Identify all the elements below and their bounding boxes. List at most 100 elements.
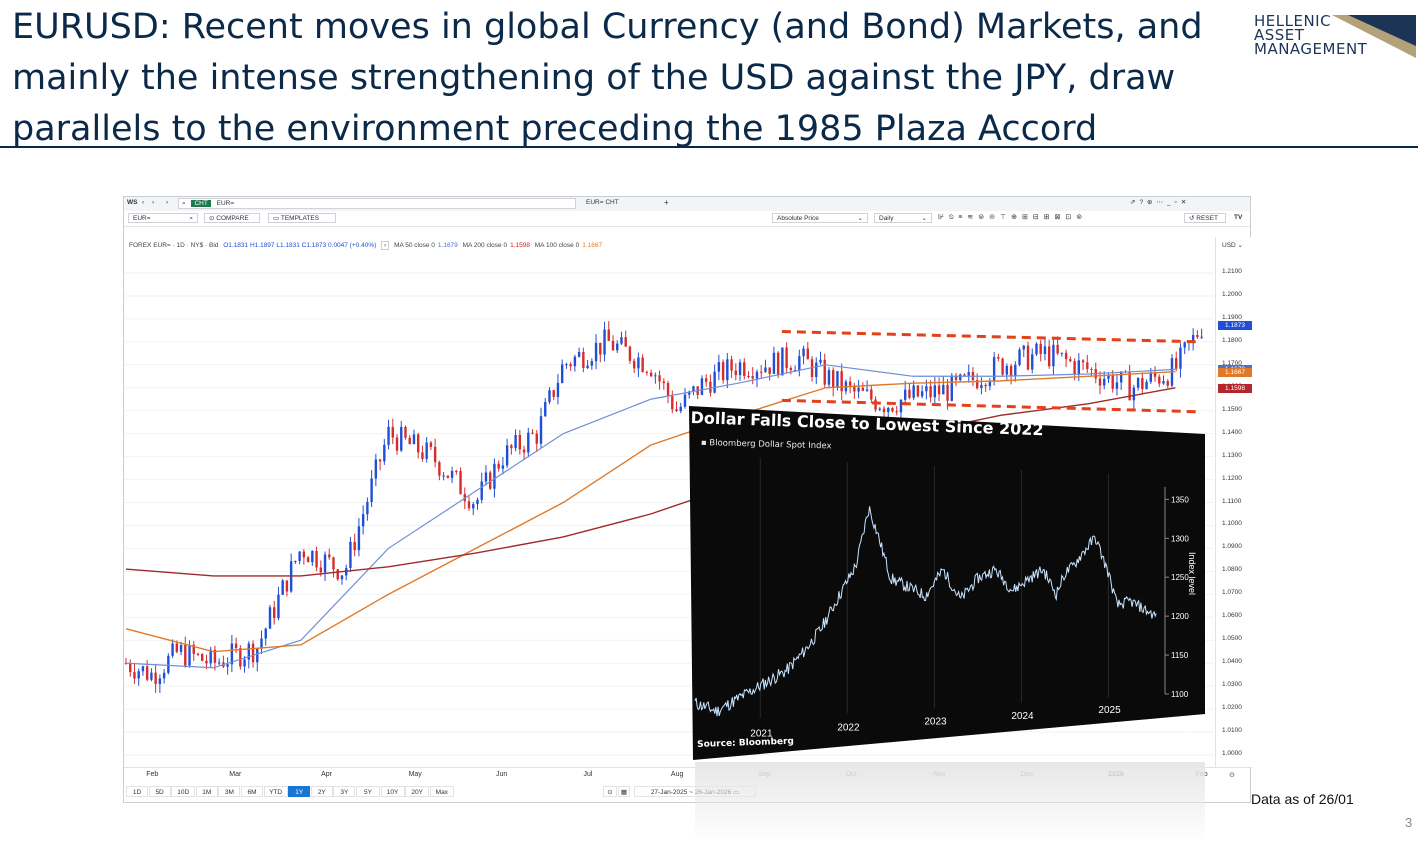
candle-body	[556, 382, 560, 397]
inset-y-label: 1300	[1171, 534, 1189, 543]
candle-body	[688, 391, 691, 395]
search-box[interactable]: ⌕ CHT EUR=	[178, 198, 576, 209]
candle-body	[150, 672, 153, 680]
candle-body	[378, 459, 382, 462]
candle-body	[743, 362, 746, 377]
reset-button[interactable]: ↺ RESET	[1184, 213, 1226, 223]
collapse-legend-icon[interactable]: ‹	[381, 241, 390, 250]
logo-triangle-icon	[1332, 15, 1416, 58]
compare-range-icon[interactable]: ⊙	[603, 786, 617, 797]
axis-settings-icon[interactable]: ⊙	[1229, 772, 1235, 779]
templates-button[interactable]: ▭ TEMPLATES	[268, 213, 336, 223]
candle-body	[984, 384, 987, 387]
folder-icon: ▭	[273, 215, 280, 222]
candle-body	[1132, 387, 1136, 401]
candle-body	[861, 387, 865, 391]
search-input[interactable]: EUR=	[216, 200, 235, 207]
compare-button[interactable]: ⊙ COMPARE	[204, 213, 260, 223]
candle-body	[446, 475, 450, 478]
candle-body	[992, 357, 996, 381]
range-button-5y[interactable]: 5Y	[356, 786, 380, 797]
candle-body	[599, 342, 602, 355]
candle-body	[933, 385, 937, 398]
ma-200-line	[125, 387, 1176, 577]
candle-body	[336, 569, 339, 580]
range-button-10d[interactable]: 10D	[171, 786, 196, 797]
reset-label: RESET	[1196, 215, 1218, 222]
candle-body	[302, 551, 306, 558]
tab-bar: WS ‹ › › ⌕ CHT EUR= EUR= CHT + ⇗?⊕⋯_▫✕	[124, 197, 1250, 212]
candle-body	[1191, 334, 1195, 343]
legend-ma200-value: 1.1598	[510, 242, 530, 249]
range-button-10y[interactable]: 10Y	[380, 786, 405, 797]
candle-body	[340, 575, 344, 580]
candle-body	[946, 384, 949, 401]
candle-body	[798, 356, 801, 370]
price-tick-label: 1.1400	[1222, 428, 1242, 436]
price-axis[interactable]: USD ⌄ 1.2100 1.2000 1.1900 1.1800 1.17001.16…	[1215, 237, 1253, 767]
window-controls-icon[interactable]: ⇗?⊕⋯_▫✕	[1130, 199, 1191, 206]
candle-body	[501, 465, 505, 469]
candle-body	[590, 361, 594, 366]
candle-body	[959, 374, 962, 381]
candle-body	[472, 504, 475, 509]
candle-body	[760, 371, 763, 373]
chevron-down-icon: ⌄	[857, 215, 863, 222]
add-tab-button[interactable]: +	[664, 198, 669, 207]
price-tick-label: 1.0700	[1222, 589, 1242, 597]
candle-body	[294, 561, 297, 563]
range-button-1d[interactable]: 1D	[126, 786, 148, 797]
price-tick-label: 1.2100	[1222, 268, 1242, 275]
candle-body	[772, 352, 776, 374]
last-value-badge-price: 1.1873	[1218, 320, 1252, 330]
candle-body	[662, 381, 666, 384]
candle-body	[1098, 378, 1102, 386]
range-button-1y[interactable]: 1Y	[288, 786, 311, 797]
candle-body	[1119, 371, 1123, 383]
candle-body	[649, 372, 653, 377]
candle-body	[175, 643, 179, 652]
candle-body	[383, 444, 386, 462]
inset-year-label: 2023	[924, 717, 947, 728]
candle-body	[819, 359, 822, 363]
candle-body	[988, 380, 992, 387]
logo-line-2: ASSET	[1254, 26, 1305, 44]
candle-body	[133, 672, 136, 679]
range-button-max[interactable]: Max	[429, 786, 454, 797]
candle-body	[607, 329, 610, 341]
range-button-ytd[interactable]: YTD	[263, 786, 288, 797]
compare-label: COMPARE	[216, 215, 249, 222]
drawing-tools-icon[interactable]: ⊮⍉≡≋⊜⊝⊤⊕⊞⊟⊞⊠⊡⊚	[938, 214, 1088, 221]
candle-body	[1200, 336, 1203, 338]
range-button-1m[interactable]: 1M	[195, 786, 218, 797]
candle-body	[213, 649, 217, 663]
range-button-20y[interactable]: 20Y	[405, 786, 430, 797]
interval-select[interactable]: Daily ⌄	[874, 213, 932, 223]
candle-body	[239, 648, 242, 667]
ric-input[interactable]: EUR= ⌕	[128, 213, 198, 223]
currency-select[interactable]: USD ⌄	[1222, 242, 1243, 249]
workspace-label[interactable]: WS	[127, 199, 138, 206]
candle-body	[967, 371, 970, 376]
candle-body	[531, 432, 534, 434]
calendar-icon[interactable]: ▦	[618, 786, 630, 797]
candle-body	[1153, 372, 1157, 377]
tab-chart[interactable]: EUR= CHT	[586, 199, 619, 206]
nav-forward2-icon[interactable]: ›	[166, 199, 169, 206]
range-button-6m[interactable]: 6M	[241, 786, 263, 797]
nav-forward-icon[interactable]: ›	[152, 199, 155, 206]
range-button-3m[interactable]: 3M	[218, 786, 241, 797]
range-button-2y[interactable]: 2Y	[310, 786, 333, 797]
nav-back-icon[interactable]: ‹	[142, 199, 145, 206]
candle-body	[793, 369, 797, 371]
inset-y-label: 1100	[1171, 690, 1189, 699]
candle-body	[738, 362, 742, 376]
candle-body	[836, 371, 839, 388]
candle-body	[154, 672, 157, 685]
candle-body	[1183, 342, 1186, 348]
range-button-3y[interactable]: 3Y	[333, 786, 356, 797]
price-mode-select[interactable]: Absolute Price ⌄	[772, 213, 868, 223]
candle-body	[781, 347, 784, 376]
candle-body	[433, 446, 437, 463]
range-button-5d[interactable]: 5D	[148, 786, 171, 797]
